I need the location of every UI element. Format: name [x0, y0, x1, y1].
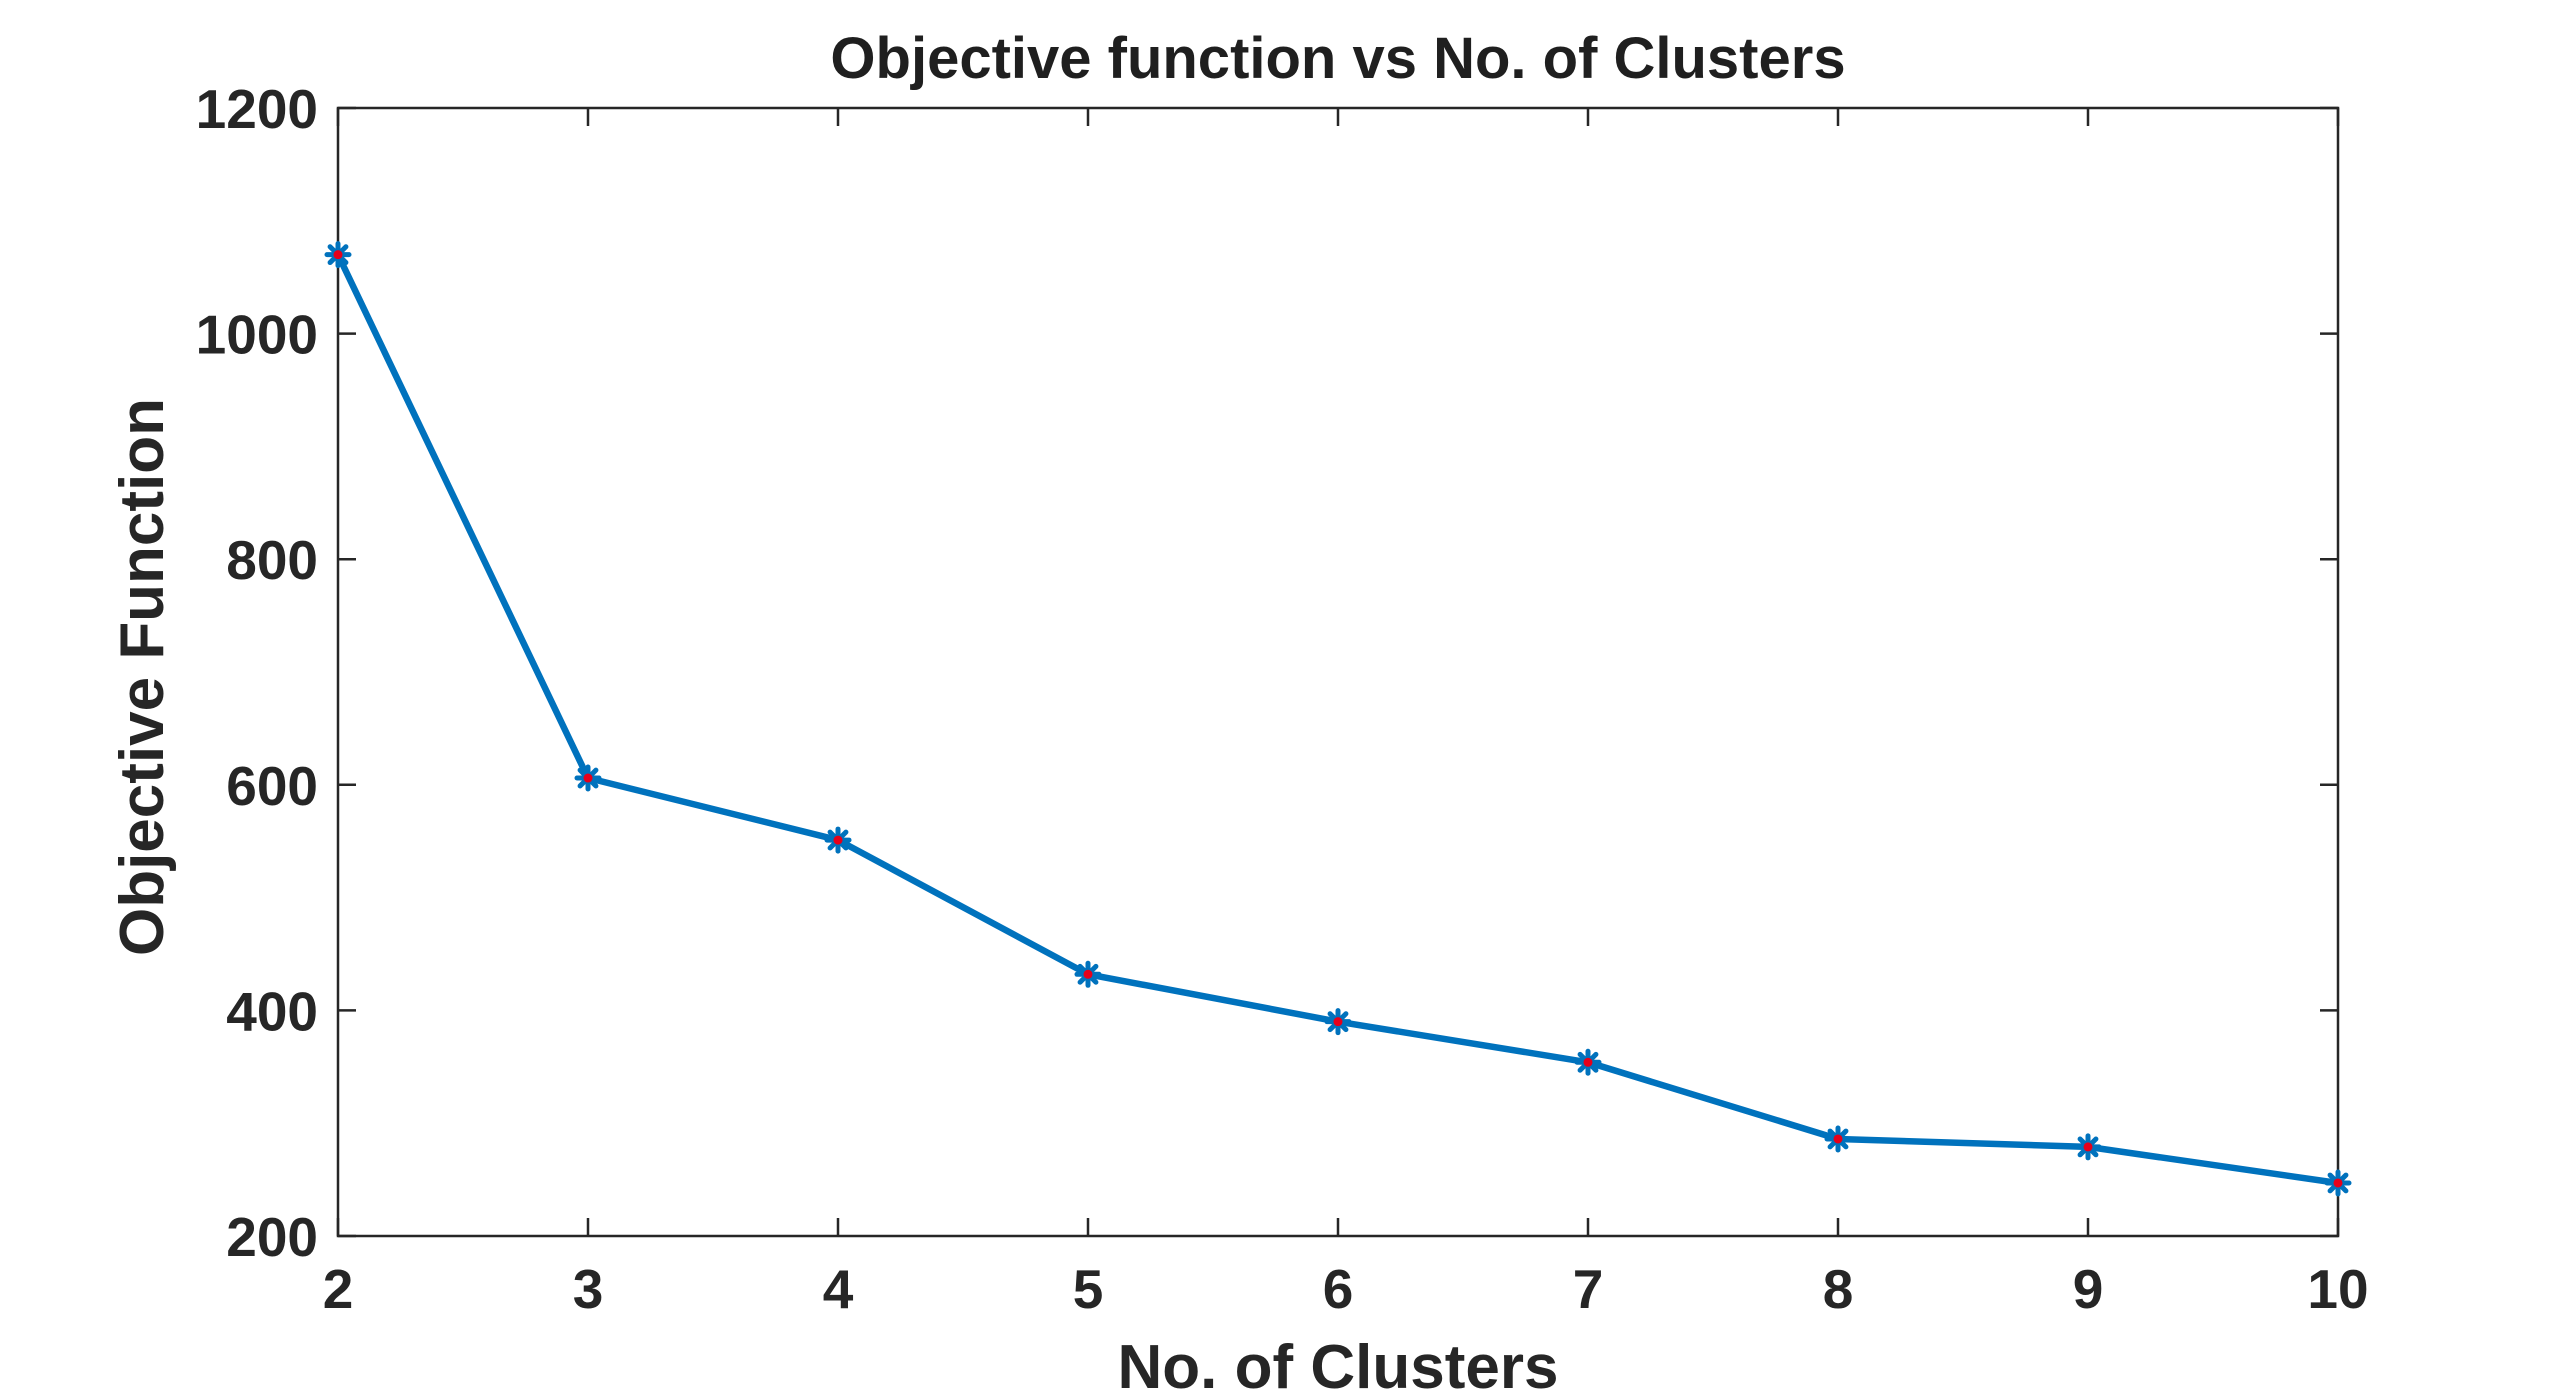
y-tick-label: 1000 — [196, 304, 318, 366]
marker-center — [2083, 1142, 2093, 1152]
y-tick-label: 200 — [226, 1206, 318, 1268]
data-point — [1324, 1008, 1352, 1036]
marker-center — [333, 250, 343, 260]
plot-area — [336, 106, 2340, 1238]
data-point — [2074, 1133, 2102, 1161]
y-tick-label: 400 — [226, 980, 318, 1042]
marker-center — [833, 835, 843, 845]
marker-center — [1333, 1017, 1343, 1027]
chart-title: Objective function vs No. of Clusters — [830, 26, 1845, 91]
x-tick-label: 6 — [1323, 1258, 1354, 1320]
data-point — [324, 241, 352, 269]
x-tick-label: 3 — [573, 1258, 604, 1320]
data-point — [1074, 960, 1102, 988]
data-point — [2324, 1169, 2352, 1197]
marker-center — [1083, 969, 1093, 979]
y-axis-label: Objective Function — [108, 398, 177, 956]
x-tick-label: 4 — [823, 1258, 854, 1320]
marker-center — [1833, 1134, 1843, 1144]
y-tick-label: 600 — [226, 755, 318, 817]
marker-center — [2333, 1178, 2343, 1188]
x-tick-label: 5 — [1073, 1258, 1104, 1320]
data-point — [574, 764, 602, 792]
x-tick-label: 8 — [1823, 1258, 1854, 1320]
axes-frame — [336, 106, 2340, 1238]
series-group — [324, 241, 2352, 1197]
x-axis: 2 3 4 5 6 7 8 9 10 — [323, 108, 2369, 1320]
x-tick-label: 2 — [323, 1258, 354, 1320]
data-point — [824, 826, 852, 854]
x-tick-label: 10 — [2307, 1258, 2368, 1320]
y-axis: 200 400 600 800 1000 1200 — [196, 78, 2338, 1268]
data-point — [1574, 1048, 1602, 1076]
y-tick-label: 1200 — [196, 78, 318, 140]
x-axis-label: No. of Clusters — [1118, 1333, 1559, 1396]
y-tick-label: 800 — [226, 529, 318, 591]
data-point — [1824, 1125, 1852, 1153]
x-tick-label: 9 — [2073, 1258, 2104, 1320]
x-tick-label: 7 — [1573, 1258, 1604, 1320]
marker-center — [583, 773, 593, 783]
marker-center — [1583, 1057, 1593, 1067]
